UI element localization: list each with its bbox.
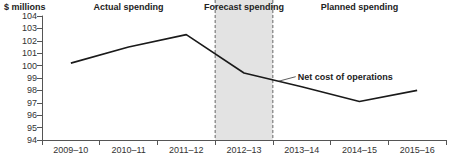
svg-text:Forecast spending: Forecast spending xyxy=(204,2,284,12)
svg-text:2009–10: 2009–10 xyxy=(53,145,88,155)
svg-text:98: 98 xyxy=(27,85,37,95)
svg-text:99: 99 xyxy=(27,73,37,83)
svg-text:97: 97 xyxy=(27,98,37,108)
svg-text:94: 94 xyxy=(27,135,37,145)
svg-text:2015–16: 2015–16 xyxy=(400,145,435,155)
svg-text:104: 104 xyxy=(22,11,37,21)
svg-text:Planned spending: Planned spending xyxy=(321,2,399,12)
svg-text:$ millions: $ millions xyxy=(4,2,46,12)
svg-text:103: 103 xyxy=(22,23,37,33)
svg-text:2014–15: 2014–15 xyxy=(342,145,377,155)
svg-text:95: 95 xyxy=(27,123,37,133)
svg-text:2013–14: 2013–14 xyxy=(284,145,319,155)
svg-text:2010–11: 2010–11 xyxy=(111,145,145,155)
svg-text:102: 102 xyxy=(22,36,37,46)
svg-text:Net cost of operations: Net cost of operations xyxy=(298,72,393,82)
svg-text:96: 96 xyxy=(27,110,37,120)
svg-text:2012–13: 2012–13 xyxy=(226,145,261,155)
svg-text:101: 101 xyxy=(22,48,37,58)
svg-text:100: 100 xyxy=(22,61,37,71)
svg-text:2011–12: 2011–12 xyxy=(169,145,203,155)
svg-text:Actual spending: Actual spending xyxy=(94,2,164,12)
